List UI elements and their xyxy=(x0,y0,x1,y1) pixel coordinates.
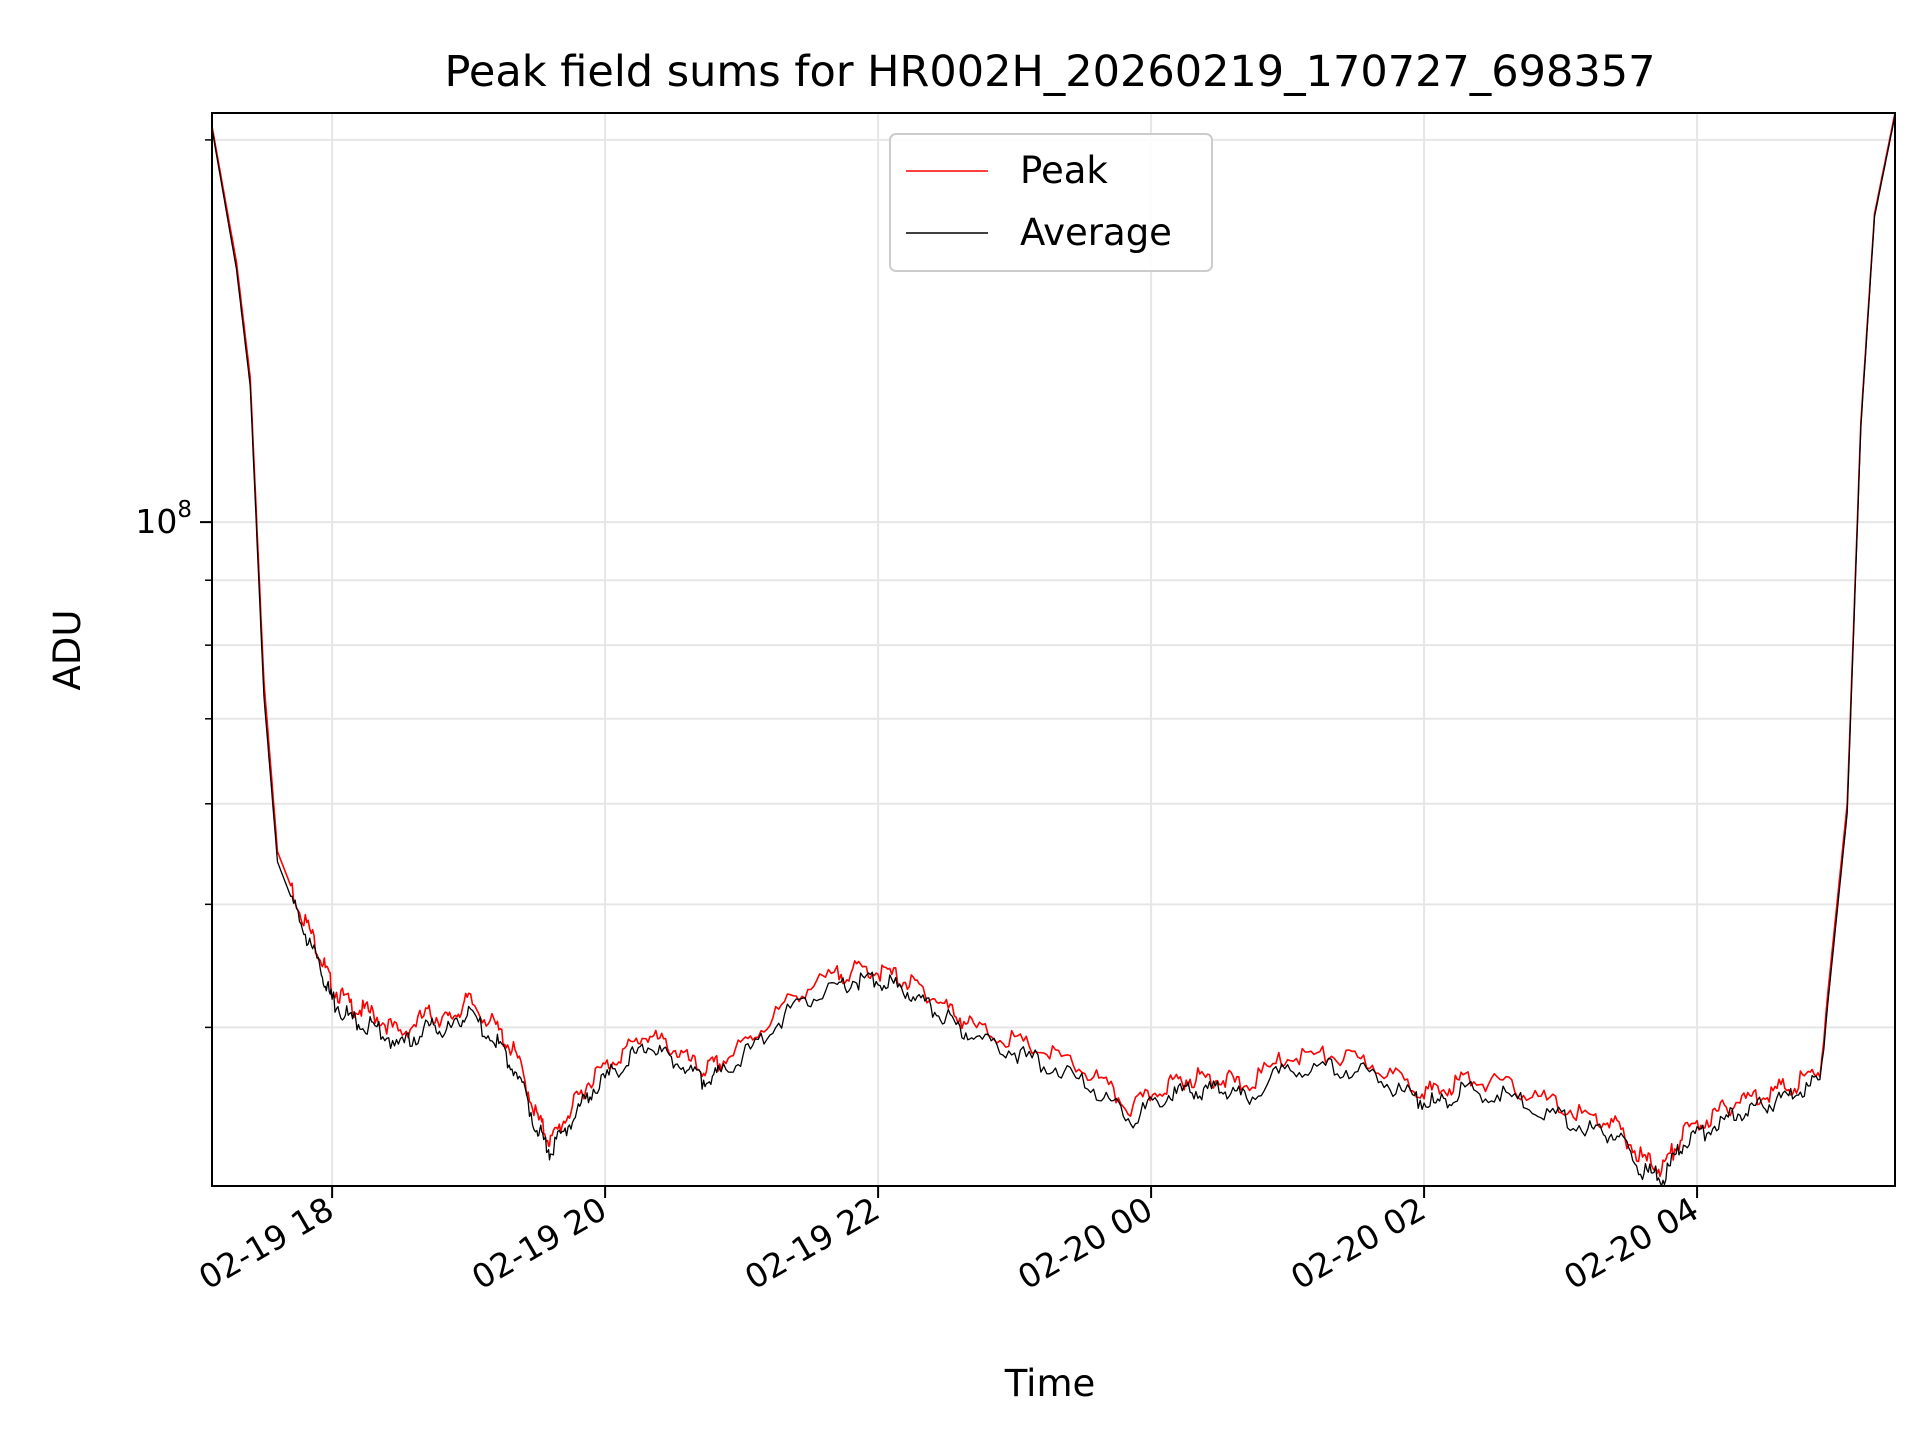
plot-frame xyxy=(211,112,1896,1187)
y-axis-label: ADU xyxy=(46,610,89,691)
chart-title: Peak field sums for HR002H_20260219_1707… xyxy=(445,47,1656,97)
legend: Peak Average xyxy=(889,133,1213,272)
y-ticks: 108 xyxy=(135,139,212,1029)
legend-peak-label: Peak xyxy=(1020,149,1108,192)
x-axis-label: Time xyxy=(1004,1362,1096,1405)
series-line-average xyxy=(211,115,1896,1187)
legend-box xyxy=(889,133,1213,272)
y-tick-label: 108 xyxy=(135,497,192,541)
legend-average-label: Average xyxy=(1020,211,1172,254)
grid xyxy=(212,113,1895,1186)
series-layer xyxy=(211,112,1896,1187)
